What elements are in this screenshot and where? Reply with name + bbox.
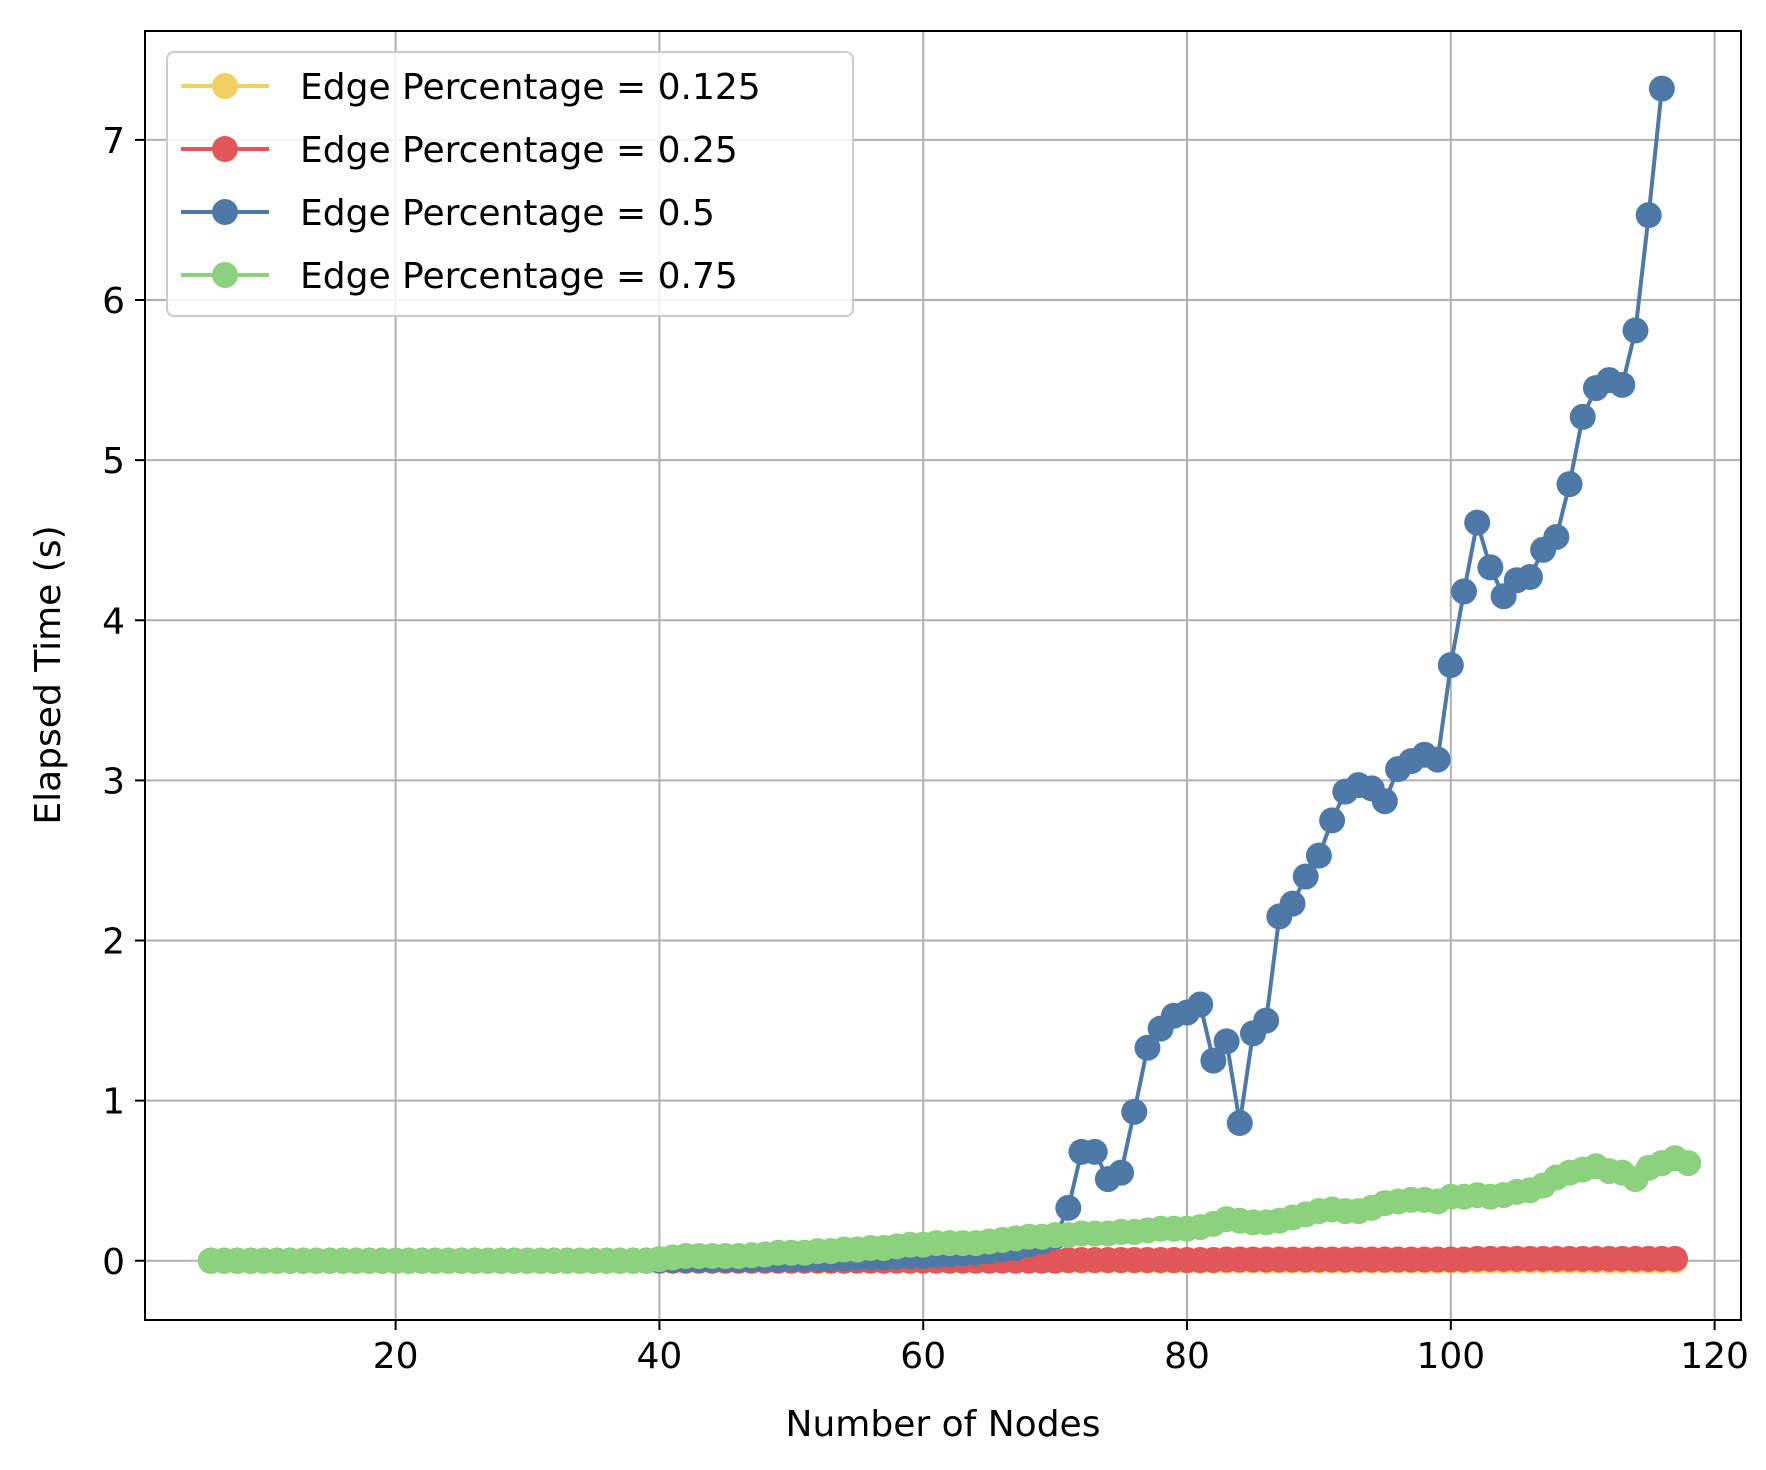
data-point [1187, 991, 1214, 1018]
data-point [1200, 1047, 1227, 1074]
data-point [1609, 371, 1636, 398]
data-point [1569, 403, 1596, 430]
legend-label: Edge Percentage = 0.25 [300, 130, 738, 171]
legend-label: Edge Percentage = 0.125 [300, 67, 761, 108]
data-point [1081, 1138, 1108, 1165]
data-point [1371, 788, 1398, 815]
y-tick-label: 3 [102, 761, 125, 802]
data-point [1292, 863, 1319, 890]
data-point [1424, 746, 1451, 773]
legend-marker [212, 136, 238, 162]
y-tick-label: 2 [102, 922, 125, 963]
data-point [1451, 578, 1478, 605]
x-tick-label: 100 [1416, 1336, 1485, 1377]
data-point [1622, 317, 1649, 344]
data-point [1305, 842, 1332, 869]
legend-item: Edge Percentage = 0.25 [181, 130, 738, 171]
data-point [1662, 1245, 1689, 1272]
legend-item: Edge Percentage = 0.75 [181, 256, 738, 297]
x-tick-label: 20 [373, 1336, 419, 1377]
y-tick-label: 0 [102, 1242, 125, 1283]
legend: Edge Percentage = 0.125 Edge Percentage =… [166, 51, 854, 317]
y-tick-label: 7 [102, 121, 125, 162]
data-point [1108, 1159, 1135, 1186]
y-tick-label: 5 [102, 441, 125, 482]
x-tick-label: 40 [637, 1336, 683, 1377]
data-point [1516, 564, 1543, 591]
series-0.75 [197, 1145, 1702, 1274]
data-point [1675, 1150, 1702, 1177]
data-point [1635, 202, 1662, 229]
y-tick-label: 4 [102, 601, 125, 642]
x-axis-label: Number of Nodes [786, 1404, 1101, 1445]
data-point [1226, 1110, 1253, 1137]
data-point [1055, 1194, 1082, 1221]
y-tick-label: 6 [102, 281, 125, 322]
data-point [1134, 1034, 1161, 1061]
legend-item: Edge Percentage = 0.5 [181, 193, 715, 234]
legend-marker [212, 73, 238, 99]
x-tick-label: 60 [900, 1336, 946, 1377]
data-point [1121, 1098, 1148, 1125]
x-axis: 20 40 60 80 100 120 [373, 1320, 1749, 1377]
legend-box [166, 51, 854, 317]
data-point [1648, 75, 1675, 102]
data-point [1279, 890, 1306, 917]
legend-label: Edge Percentage = 0.75 [300, 256, 738, 297]
data-point [1464, 509, 1491, 536]
y-tick-label: 1 [102, 1082, 125, 1123]
y-axis: 0 1 2 3 4 5 6 7 [102, 121, 145, 1283]
data-point [1543, 523, 1570, 550]
legend-item: Edge Percentage = 0.125 [181, 67, 761, 108]
x-tick-label: 80 [1164, 1336, 1210, 1377]
data-point [1556, 471, 1583, 498]
data-point [1437, 652, 1464, 679]
legend-marker [212, 199, 238, 225]
data-point [1213, 1028, 1240, 1055]
legend-marker [212, 262, 238, 288]
legend-label: Edge Percentage = 0.5 [300, 193, 715, 234]
data-point [1253, 1007, 1280, 1034]
series-layer [197, 75, 1702, 1274]
data-point [1319, 807, 1346, 834]
plot-area-frame [144, 30, 1742, 1321]
x-tick-label: 120 [1680, 1336, 1749, 1377]
data-point [1477, 554, 1504, 581]
y-axis-label: Elapsed Time (s) [28, 525, 69, 824]
